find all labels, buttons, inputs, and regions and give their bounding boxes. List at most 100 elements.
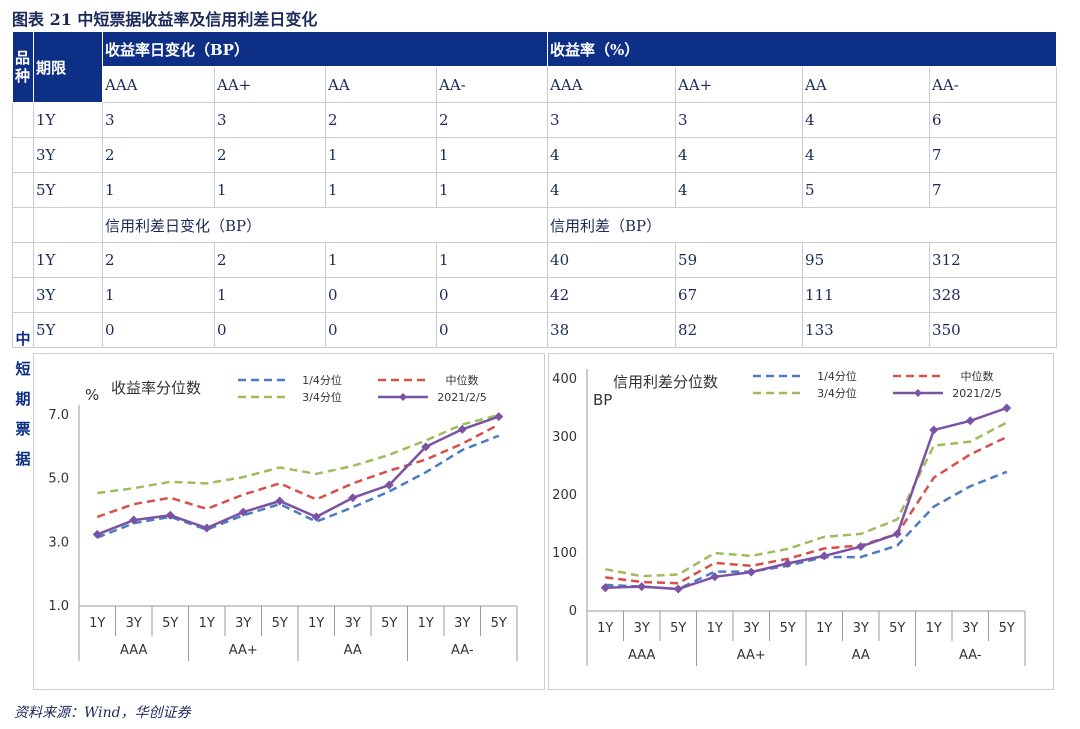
value-cell: 0 <box>435 277 549 313</box>
yield-chart-panel: 1.0 3.0 5.0 7.0 1Y 3Y 5Y 1Y 3Y 5Y 1Y 3Y 5Y 1Y 3Y 5Y AAA A… <box>33 353 545 690</box>
series-line <box>96 415 500 536</box>
value-cell: 1 <box>214 277 326 313</box>
x-tick-label: 5Y <box>272 616 288 631</box>
value-cell: 2 <box>102 137 215 173</box>
data-point <box>600 583 610 593</box>
value-cell: 350 <box>929 312 1058 348</box>
value-cell: 38 <box>547 312 677 348</box>
x-tick-label: 5Y <box>381 616 397 631</box>
y-tick-label: 200 <box>552 488 577 503</box>
x-tick-label: 3Y <box>345 616 361 631</box>
series-line <box>96 434 500 539</box>
group-label: AA- <box>451 643 474 658</box>
series-line <box>605 435 1008 585</box>
value-cell: 1 <box>435 137 549 173</box>
x-tick-label: 5Y <box>780 621 796 636</box>
series-line <box>605 406 1008 591</box>
value-cell: 7 <box>929 172 1058 208</box>
value-cell: 1 <box>435 242 549 278</box>
legend-label: 1/4分位 <box>817 369 857 383</box>
group-label: AAA <box>628 648 656 663</box>
x-tick-label: 3Y <box>454 616 470 631</box>
rating-header: AA+ <box>214 66 326 103</box>
legend-label: 1/4分位 <box>302 373 342 387</box>
x-tick-label: 5Y <box>491 616 507 631</box>
data-point <box>819 551 829 561</box>
y-tick-label: 100 <box>552 546 577 561</box>
group-spread: 信用利差（BP） <box>547 207 1058 243</box>
data-point <box>165 510 175 520</box>
spread-chart-panel: 0 100 200 300 400 1Y 3Y 5Y 1Y 3Y 5Y 1Y 3Y 5Y 1Y 3Y 5Y AAA… <box>548 353 1054 690</box>
table-row: 1Y 2 2 1 1 40 59 95 312 <box>12 242 1058 278</box>
x-tick-label: 3Y <box>962 621 978 636</box>
table-row: 5Y 0 0 0 0 38 82 133 350 <box>12 312 1058 348</box>
value-cell: 0 <box>102 312 215 348</box>
data-point <box>457 424 467 434</box>
value-cell: 4 <box>547 172 677 208</box>
col-pinzhong: 品种 <box>12 31 34 103</box>
rating-header: AA <box>325 66 437 103</box>
col-qixian: 期限 <box>33 31 103 103</box>
value-cell: 1 <box>325 172 437 208</box>
value-cell: 3 <box>102 102 215 138</box>
y-unit-label: BP <box>593 391 612 409</box>
value-cell: 4 <box>802 137 931 173</box>
rating-header: AA <box>802 66 931 103</box>
y-tick-label: 400 <box>552 372 577 387</box>
group-label: AA+ <box>229 643 258 658</box>
figure-title: 图表 21 中短票据收益率及信用利差日变化 <box>12 10 318 29</box>
data-point <box>710 572 720 582</box>
x-tick-label: 5Y <box>889 621 905 636</box>
legend-label: 3/4分位 <box>817 386 857 400</box>
legend-label: 中位数 <box>961 369 994 383</box>
x-tick-label: 3Y <box>126 616 142 631</box>
value-cell: 4 <box>802 102 931 138</box>
term-cell: 5Y <box>33 172 103 208</box>
side-label: 中短期票据 <box>15 330 31 468</box>
value-cell: 0 <box>435 312 549 348</box>
value-cell: 4 <box>547 137 677 173</box>
data-point <box>202 523 212 533</box>
value-cell: 0 <box>325 312 437 348</box>
value-cell: 0 <box>325 277 437 313</box>
data-point <box>421 442 431 452</box>
data-point <box>637 582 647 592</box>
x-tick-label: 5Y <box>670 621 686 636</box>
rating-header: AAA <box>102 66 215 103</box>
group-label: AA- <box>959 648 982 663</box>
x-tick-label: 1Y <box>89 616 105 631</box>
x-tick-label: 3Y <box>853 621 869 636</box>
value-cell: 2 <box>214 242 326 278</box>
legend-label: 2021/2/5 <box>952 387 1001 400</box>
series-line <box>605 470 1008 591</box>
data-point <box>1002 403 1012 413</box>
chart-title: 信用利差分位数 <box>613 373 718 391</box>
value-cell: 82 <box>675 312 804 348</box>
legend-label: 3/4分位 <box>302 390 342 404</box>
y-tick-label: 300 <box>552 430 577 445</box>
x-tick-label: 1Y <box>816 621 832 636</box>
value-cell: 4 <box>675 137 804 173</box>
group-label: AA <box>344 643 362 658</box>
value-cell: 1 <box>214 172 326 208</box>
x-tick-label: 3Y <box>235 616 251 631</box>
value-cell: 40 <box>547 242 677 278</box>
data-point <box>783 558 793 568</box>
data-table: 品种 期限 收益率日变化（BP） 收益率（%） AAA AA+ AA AA- A… <box>12 31 1058 348</box>
data-point <box>384 480 394 490</box>
value-cell: 133 <box>802 312 931 348</box>
value-cell: 0 <box>214 312 326 348</box>
group-label: AAA <box>120 643 148 658</box>
chart-title: 收益率分位数 <box>111 379 201 397</box>
data-point <box>311 512 321 522</box>
term-cell: 5Y <box>33 312 103 348</box>
value-cell: 4 <box>675 172 804 208</box>
data-point <box>348 493 358 503</box>
value-cell: 312 <box>929 242 1058 278</box>
term-cell: 1Y <box>33 102 103 138</box>
chart-frame <box>548 353 1054 690</box>
data-point <box>673 584 683 594</box>
value-cell: 1 <box>435 172 549 208</box>
x-tick-label: 5Y <box>999 621 1015 636</box>
